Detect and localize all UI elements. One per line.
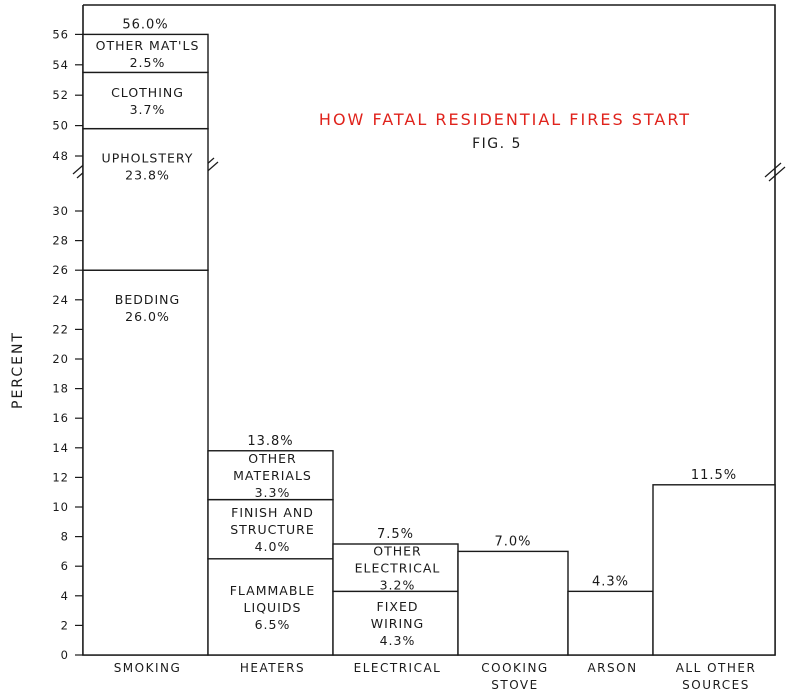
- y-tick-label: 2: [61, 618, 69, 632]
- axis-break-right-b: [768, 166, 786, 182]
- segment-label: OTHER MAT'LS: [96, 38, 200, 53]
- y-tick-label: 4: [61, 589, 69, 603]
- category-label: SMOKING: [114, 661, 182, 675]
- segment-arson: [567, 590, 654, 656]
- category-labels: SMOKING HEATERS ELECTRICAL COOKING STOVE ARSO…: [114, 661, 757, 692]
- category-label: ELECTRICAL: [354, 661, 442, 675]
- y-tick-label: 24: [52, 293, 69, 307]
- bar-total-label: 13.8%: [247, 434, 293, 449]
- bar-cooking-stove: 7.0%: [457, 534, 569, 656]
- bar-total-label: 4.3%: [592, 574, 629, 589]
- y-tick-label: 48: [52, 149, 69, 163]
- segment-cooking-stove: [457, 550, 569, 656]
- segment-label: OTHER: [373, 544, 421, 559]
- bar-total-label: 56.0%: [122, 17, 168, 32]
- chart-title: HOW FATAL RESIDENTIAL FIRES START: [319, 110, 691, 129]
- bar-heaters: FLAMMABLE LIQUIDS 6.5% FINISH AND STRUCTURE 4…: [207, 434, 334, 656]
- y-tick-label: 50: [52, 119, 69, 133]
- segment-label: CLOTHING: [111, 85, 184, 100]
- bar-smoking: BEDDING 26.0% UPHOLSTERY 23.8% CLOTHING 3.7% O…: [82, 17, 209, 656]
- bar-all-other-sources: 11.5%: [652, 468, 776, 656]
- segment-label: 4.0%: [255, 539, 291, 554]
- y-tick-label: 0: [61, 648, 69, 662]
- segment-label: MATERIALS: [233, 468, 312, 483]
- segment-label: FINISH AND: [231, 505, 314, 520]
- category-label: HEATERS: [240, 661, 305, 675]
- y-tick-label: 10: [52, 500, 69, 514]
- segment-clothing: [82, 71, 209, 130]
- segment-label: 6.5%: [255, 617, 291, 632]
- bar-total-label: 7.5%: [377, 527, 414, 542]
- bar-total-label: 11.5%: [691, 468, 737, 483]
- y-tick-label: 26: [52, 263, 69, 277]
- y-tick-label: 14: [52, 441, 69, 455]
- bar-total-label: 7.0%: [494, 534, 531, 549]
- y-tick-label: 20: [52, 352, 69, 366]
- chart-subtitle: FIG. 5: [472, 136, 522, 152]
- category-label: ALL OTHER: [676, 661, 757, 675]
- category-label: ARSON: [587, 661, 637, 675]
- segment-label: OTHER: [248, 451, 296, 466]
- y-tick-label: 18: [52, 382, 69, 396]
- segment-label: 23.8%: [125, 168, 170, 183]
- segment-label: BEDDING: [115, 292, 180, 307]
- segment-label: STRUCTURE: [230, 522, 315, 537]
- y-tick-label: 28: [52, 234, 69, 248]
- segment-other-mat-ls: [82, 33, 209, 74]
- segment-label: LIQUIDS: [244, 600, 302, 615]
- segment-label: 3.3%: [255, 485, 291, 500]
- y-tick-label: 56: [52, 27, 69, 41]
- segment-label: 26.0%: [125, 309, 170, 324]
- category-label: SOURCES: [682, 678, 750, 692]
- category-label: COOKING: [481, 661, 548, 675]
- y-tick-label: 54: [52, 58, 69, 72]
- segment-label: ELECTRICAL: [355, 561, 441, 576]
- segment-label: 2.5%: [130, 55, 166, 70]
- bar-arson: 4.3%: [567, 574, 654, 656]
- segment-upholstery: [82, 127, 209, 271]
- bars: BEDDING 26.0% UPHOLSTERY 23.8% CLOTHING 3.7% O…: [82, 17, 776, 656]
- segment-label: WIRING: [371, 616, 424, 631]
- y-axis-label: PERCENT: [10, 331, 26, 409]
- segment-all-other-sources: [652, 484, 776, 656]
- y-tick-label: 30: [52, 204, 69, 218]
- segment-flammable-liquids: [207, 558, 334, 656]
- segment-label: 3.7%: [130, 102, 166, 117]
- axis-break-right-a: [764, 162, 782, 178]
- bar-electrical: FIXED WIRING 4.3% OTHER ELECTRICAL 3.2% 7.5%: [332, 527, 459, 656]
- y-tick-label: 52: [52, 88, 69, 102]
- segment-label: FIXED: [377, 599, 419, 614]
- y-tick-label: 6: [61, 559, 69, 573]
- category-label: STOVE: [491, 678, 538, 692]
- segment-label: 3.2%: [380, 578, 416, 593]
- segment-other-materials: [207, 450, 334, 501]
- segment-label: 4.3%: [380, 633, 416, 648]
- segment-label: FLAMMABLE: [230, 583, 316, 598]
- y-tick-label: 16: [52, 411, 69, 425]
- y-tick-label: 12: [52, 470, 69, 484]
- segment-bedding: [82, 269, 209, 656]
- segment-other-electrical: [332, 543, 459, 593]
- segment-label: UPHOLSTERY: [102, 151, 194, 166]
- y-tick-label: 8: [61, 530, 69, 544]
- segment-finish-and-structure: [207, 498, 334, 560]
- y-tick-label: 22: [52, 322, 69, 336]
